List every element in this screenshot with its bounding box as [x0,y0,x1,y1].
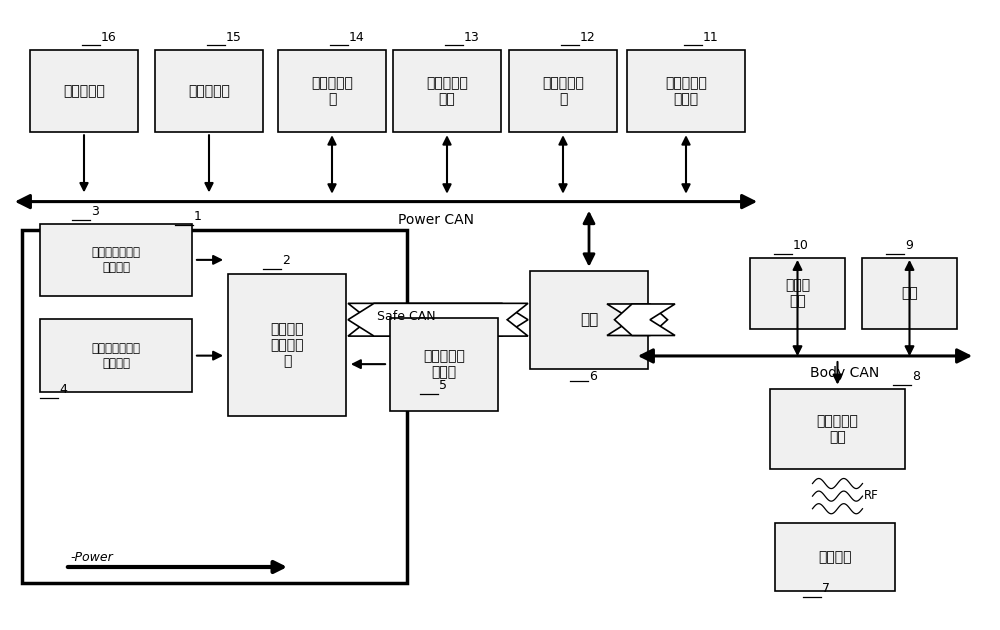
FancyBboxPatch shape [228,274,346,416]
Polygon shape [348,304,528,336]
Polygon shape [614,304,675,335]
FancyBboxPatch shape [750,258,845,329]
FancyBboxPatch shape [40,319,192,392]
Text: 自动泊车系
统开关: 自动泊车系 统开关 [423,349,465,379]
Text: 8: 8 [912,370,920,383]
Text: 发动机管理
系统: 发动机管理 系统 [426,76,468,106]
Text: 车载显
示器: 车载显 示器 [785,278,810,309]
Text: 网关: 网关 [580,312,598,327]
Text: 4: 4 [59,382,67,396]
FancyBboxPatch shape [40,224,192,296]
Text: 7: 7 [822,581,830,595]
Text: 6: 6 [589,370,597,383]
Text: 3: 3 [91,205,99,218]
Text: Power CAN: Power CAN [398,213,474,227]
Text: 5: 5 [439,379,447,392]
FancyBboxPatch shape [627,50,745,132]
FancyBboxPatch shape [22,230,407,583]
Text: 转角传感器: 转角传感器 [63,84,105,98]
FancyBboxPatch shape [509,50,617,132]
Polygon shape [348,304,528,336]
Polygon shape [607,304,668,335]
Text: 电子换挡系
统: 电子换挡系 统 [542,76,584,106]
FancyBboxPatch shape [30,50,138,132]
Text: RF: RF [864,489,878,502]
Text: 自动泊车
系统控制
器: 自动泊车 系统控制 器 [270,322,304,368]
Text: 2: 2 [282,254,290,267]
Text: 自动泊车系统高
清摄像头: 自动泊车系统高 清摄像头 [91,341,140,370]
Text: 10: 10 [793,239,809,252]
Text: 变速器系统: 变速器系统 [188,84,230,98]
FancyBboxPatch shape [155,50,263,132]
FancyBboxPatch shape [393,50,501,132]
Text: Body CAN: Body CAN [810,366,880,380]
Text: 14: 14 [349,31,365,44]
Text: 11: 11 [703,31,719,44]
Text: 自动泊车系统超
声波雷达: 自动泊车系统超 声波雷达 [91,246,140,274]
FancyBboxPatch shape [862,258,957,329]
Text: Safe CAN: Safe CAN [377,311,435,323]
FancyBboxPatch shape [775,523,895,591]
Text: 电动助力转
向系统: 电动助力转 向系统 [665,76,707,106]
FancyBboxPatch shape [770,389,905,469]
FancyBboxPatch shape [530,271,648,369]
Text: 13: 13 [464,31,480,44]
Text: 9: 9 [905,239,913,252]
Text: 仪表: 仪表 [901,287,918,301]
Text: 1: 1 [194,210,202,223]
Text: 15: 15 [226,31,242,44]
Text: 车身稳定系
统: 车身稳定系 统 [311,76,353,106]
Text: 16: 16 [101,31,117,44]
Text: -Power: -Power [70,551,113,564]
FancyBboxPatch shape [390,318,498,411]
Text: 12: 12 [580,31,596,44]
FancyBboxPatch shape [278,50,386,132]
Text: 智能钥匙: 智能钥匙 [818,550,852,564]
Text: 智能车身控
制器: 智能车身控 制器 [817,414,858,444]
